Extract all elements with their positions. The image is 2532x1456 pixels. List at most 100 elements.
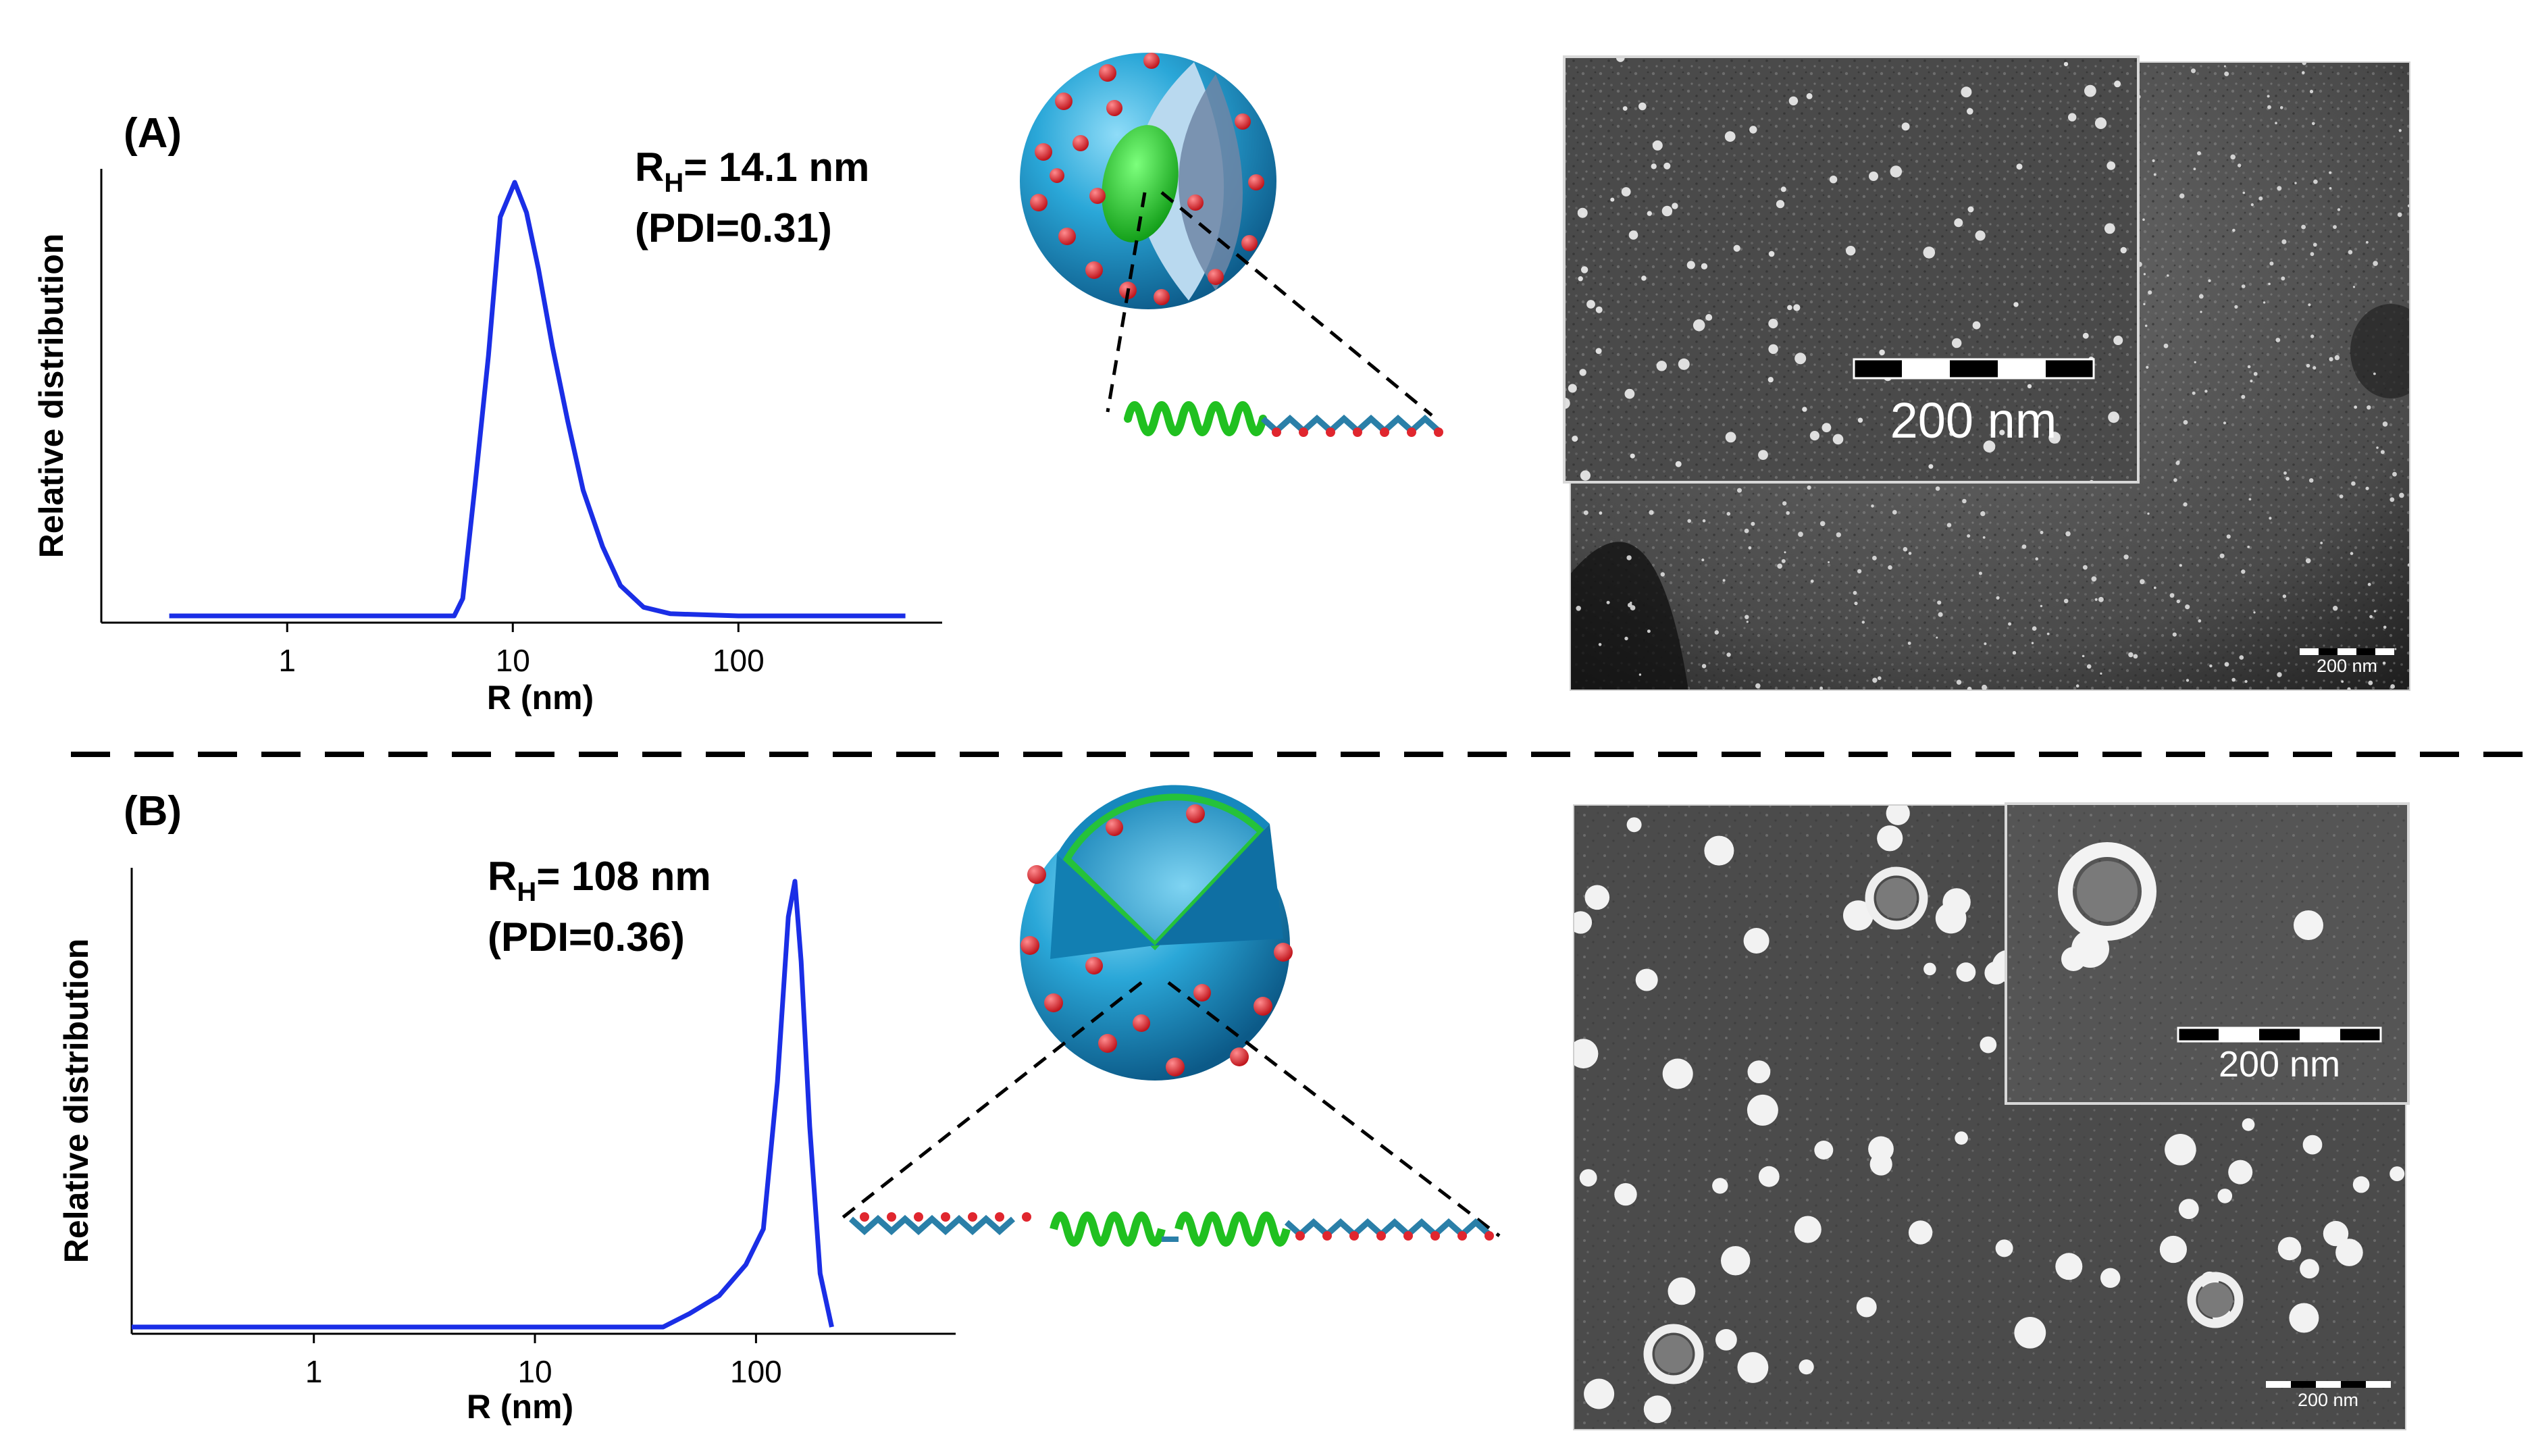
vesicle-surface-dots bbox=[1020, 804, 1293, 1076]
tem-particle bbox=[2084, 84, 2096, 97]
tem-particle bbox=[2178, 1199, 2199, 1220]
peptide-helix bbox=[1050, 1212, 1166, 1247]
tem-particle bbox=[2329, 187, 2332, 190]
tem-particle bbox=[2313, 366, 2317, 370]
tem-particle bbox=[1743, 928, 1769, 954]
micelle-inner-layer bbox=[1179, 74, 1243, 290]
tem-particle bbox=[1649, 510, 1654, 515]
tem-particle bbox=[1982, 536, 1986, 539]
polymer-backbone bbox=[848, 1214, 1016, 1236]
tem-particle bbox=[2399, 492, 2404, 498]
tem-particle bbox=[2302, 62, 2306, 66]
tem-particle bbox=[2283, 471, 2287, 475]
tem-particle bbox=[1954, 218, 1963, 228]
tem-particle bbox=[1903, 547, 1908, 552]
tem-particle bbox=[1794, 1216, 1822, 1243]
tem-particle bbox=[2348, 250, 2353, 255]
panel-a-label: (A) bbox=[124, 110, 182, 157]
tem-particle bbox=[1995, 1239, 2013, 1257]
tem-particle bbox=[2329, 171, 2332, 174]
tem-particle bbox=[2153, 173, 2156, 176]
tem-particle bbox=[1907, 642, 1911, 645]
tem-particle bbox=[2169, 593, 2175, 598]
tem-particle bbox=[2176, 460, 2180, 464]
tem-particle bbox=[2376, 446, 2379, 449]
tem-particle bbox=[1737, 488, 1742, 493]
tem-particle bbox=[2200, 311, 2202, 313]
tem-particle bbox=[2268, 282, 2271, 286]
tem-particle bbox=[2323, 1220, 2349, 1247]
tem-particle bbox=[1580, 470, 1591, 481]
tem-particle bbox=[1656, 361, 1667, 371]
tem-particle bbox=[1975, 230, 1986, 241]
chart-a-y-label: Relative distribution bbox=[32, 234, 70, 558]
tem-particle bbox=[1705, 314, 1713, 321]
chart-a-x-tick-label: 10 bbox=[496, 643, 530, 678]
tem-particle bbox=[2008, 622, 2012, 626]
tem-particle bbox=[1715, 1329, 1737, 1351]
panel-b-annotation: RH= 108 nm (PDI=0.36) bbox=[488, 854, 711, 960]
tem-particle bbox=[1687, 519, 1691, 523]
scale-bar: 200 nm bbox=[2300, 648, 2394, 676]
zoom-line-left bbox=[839, 981, 1143, 1220]
tem-particle bbox=[2392, 471, 2397, 477]
tem-particle bbox=[2300, 1259, 2319, 1279]
tem-particle bbox=[1798, 531, 1803, 537]
tem-particle bbox=[1712, 1178, 1728, 1194]
tem-particle bbox=[1937, 600, 1942, 605]
tem-particle bbox=[2383, 625, 2387, 629]
tem-particle bbox=[1780, 186, 1786, 192]
scale-bar: 200 nm bbox=[1853, 358, 2095, 448]
panel-b-pdi-text: (PDI=0.36) bbox=[488, 914, 685, 960]
tem-particle bbox=[2082, 332, 2089, 339]
tem-particle bbox=[1956, 679, 1962, 685]
tem-particle bbox=[2142, 218, 2145, 222]
tem-particle bbox=[2333, 225, 2337, 229]
tem-particle bbox=[2373, 610, 2377, 613]
tem-particle bbox=[1846, 246, 1856, 256]
chart-b-x-label: R (nm) bbox=[467, 1388, 573, 1426]
polymer-backbone bbox=[1284, 1218, 1492, 1239]
tem-particle bbox=[2382, 661, 2386, 665]
tem-particle bbox=[2308, 478, 2314, 483]
tem-particle bbox=[1980, 1036, 1997, 1054]
chart-a-x-label: R (nm) bbox=[487, 679, 594, 717]
tem-particle bbox=[1869, 1153, 1892, 1176]
tem-particle bbox=[2247, 546, 2250, 548]
tem-particle bbox=[1872, 556, 1877, 561]
tem-particle bbox=[2279, 106, 2283, 109]
tem-particle bbox=[1806, 93, 1813, 99]
tem-particle bbox=[2094, 117, 2107, 129]
tem-particle bbox=[1967, 686, 1972, 690]
tem-particle bbox=[2334, 355, 2340, 361]
tem-particle bbox=[1949, 432, 1954, 436]
polymer-end-groups bbox=[860, 1212, 1494, 1241]
tem-particle bbox=[1758, 1166, 1780, 1187]
tem-particle bbox=[1978, 571, 1982, 575]
tem-particle bbox=[2339, 494, 2344, 498]
tem-particle bbox=[1578, 276, 1583, 282]
chart-b-x-tick-label: 10 bbox=[517, 1354, 552, 1389]
panel-b: (B) Relative distribution R (nm) 1 10 100 … bbox=[57, 785, 2410, 1430]
tem-particle bbox=[2204, 390, 2208, 393]
vesicle-cut-face bbox=[1050, 854, 1155, 959]
tem-particle bbox=[2234, 305, 2238, 309]
tem-particle bbox=[2217, 1189, 2233, 1203]
tem-particle bbox=[2397, 212, 2402, 217]
tem-particle bbox=[1725, 432, 1736, 443]
tem-particle bbox=[2248, 498, 2252, 501]
tem-particle bbox=[2238, 163, 2242, 167]
tem-particle bbox=[1982, 684, 1987, 690]
tem-particle bbox=[2063, 61, 2069, 67]
scale-bar: 200 nm bbox=[2177, 1026, 2382, 1085]
tem-particle bbox=[2389, 1166, 2405, 1182]
scale-bar: 200 nm bbox=[2266, 1381, 2391, 1410]
chart-a-series-line bbox=[169, 180, 906, 619]
tem-particle bbox=[1746, 621, 1749, 623]
tem-particle bbox=[1748, 546, 1752, 550]
tem-particle bbox=[1672, 203, 1678, 209]
tem-particle bbox=[2082, 654, 2085, 658]
tem-particle bbox=[2263, 301, 2266, 304]
tem-particle bbox=[1794, 353, 1807, 365]
tem-particle bbox=[2333, 606, 2338, 611]
